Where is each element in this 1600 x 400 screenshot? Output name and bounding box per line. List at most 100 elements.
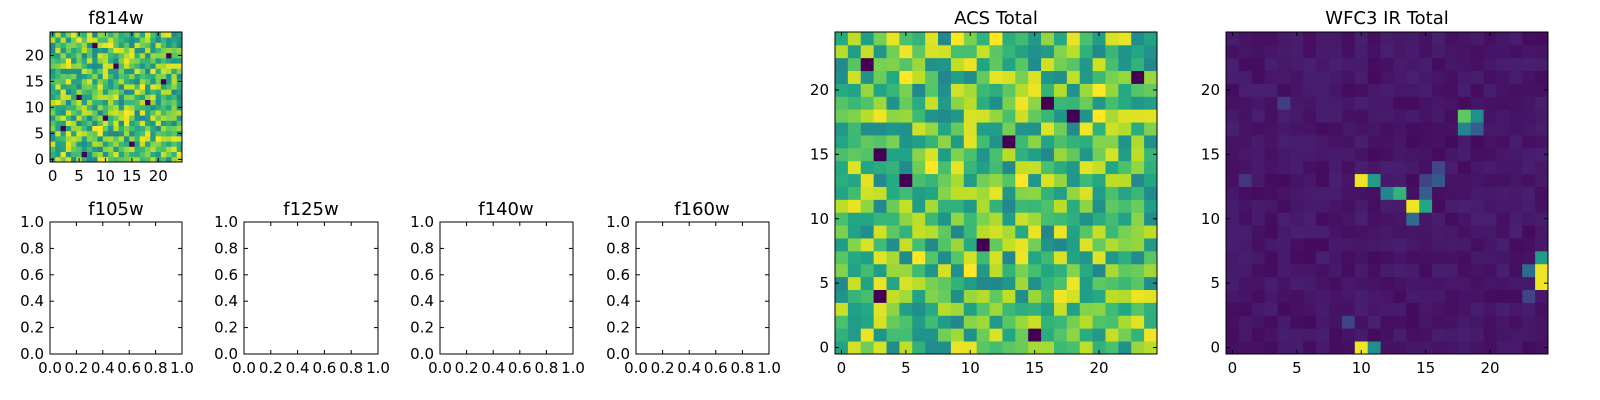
heatmap-cell xyxy=(97,120,104,126)
heatmap-cell xyxy=(1226,263,1240,278)
heatmap-cell xyxy=(976,160,990,175)
y-tick-label: 0.0 xyxy=(410,345,434,363)
heatmap-cell xyxy=(1444,238,1459,252)
heatmap-cell xyxy=(118,84,125,90)
heatmap-cell xyxy=(1131,186,1145,200)
axis-ticks: 0.0 0.2 0.4 0.6 0.8 1.00.00.20.40.60.81.0 xyxy=(606,213,781,377)
heatmap-cell xyxy=(1367,57,1381,72)
heatmap-cell xyxy=(166,115,172,121)
heatmap-cell xyxy=(925,70,939,84)
heatmap-cell xyxy=(1419,289,1433,303)
heatmap-cell xyxy=(113,99,120,106)
heatmap-cell xyxy=(92,146,98,152)
heatmap-cell xyxy=(899,109,913,123)
heatmap-cell xyxy=(150,68,156,74)
heatmap-cell xyxy=(1470,276,1484,290)
heatmap-cell xyxy=(160,58,167,64)
heatmap-cell xyxy=(1251,122,1266,136)
heatmap-cell xyxy=(134,32,141,38)
heatmap-cell xyxy=(139,58,146,64)
heatmap-cell xyxy=(118,42,125,48)
heatmap-cell xyxy=(925,173,939,187)
heatmap-cell xyxy=(1131,328,1145,342)
heatmap-cell xyxy=(963,289,978,303)
heatmap-cell xyxy=(60,130,67,137)
heatmap-cell xyxy=(1028,238,1042,252)
heatmap-cell xyxy=(81,136,88,142)
heatmap-cell xyxy=(65,130,72,137)
heatmap-cell xyxy=(1092,302,1106,316)
heatmap-cell xyxy=(1028,289,1042,303)
heatmap-cell xyxy=(1522,250,1536,265)
heatmap-cell xyxy=(1251,70,1266,84)
heatmap-cell xyxy=(912,160,926,175)
y-tick-label: 10 xyxy=(25,98,44,116)
heatmap-cell xyxy=(1015,225,1029,239)
heatmap-cell xyxy=(1290,225,1304,239)
heatmap-cell xyxy=(113,47,120,54)
y-tick-label: 5 xyxy=(34,124,44,142)
heatmap-cell xyxy=(925,250,939,265)
heatmap-cell xyxy=(81,68,88,74)
heatmap-cell xyxy=(873,186,887,200)
heatmap-cell xyxy=(113,156,120,163)
heatmap-cell xyxy=(171,32,178,38)
heatmap-cell xyxy=(963,96,978,110)
heatmap-cell xyxy=(1535,57,1549,72)
heatmap-cell xyxy=(1354,83,1369,97)
heatmap-cell xyxy=(145,84,151,90)
heatmap-cell xyxy=(113,120,120,126)
heatmap-cell xyxy=(166,32,172,38)
heatmap-cell xyxy=(118,94,125,100)
heatmap-cell xyxy=(963,238,978,252)
heatmap-cell xyxy=(71,120,77,126)
heatmap-cell xyxy=(81,120,88,126)
heatmap-cell xyxy=(1079,199,1093,213)
heatmap-cell xyxy=(1432,135,1446,149)
heatmap-cell xyxy=(150,78,156,85)
heatmap-cell xyxy=(1002,109,1016,123)
heatmap-cell xyxy=(1406,57,1420,72)
heatmap-cell xyxy=(1002,302,1016,316)
heatmap-cell xyxy=(102,84,109,90)
heatmap-cell xyxy=(166,136,172,142)
heatmap-cell xyxy=(55,47,61,54)
heatmap-cell xyxy=(989,57,1003,72)
heatmap-cell xyxy=(1002,225,1016,239)
heatmap-cell xyxy=(86,63,93,69)
heatmap-cell xyxy=(1535,109,1549,123)
heatmap-cell xyxy=(1316,122,1330,136)
heatmap-cell xyxy=(950,135,965,149)
heatmap-cell xyxy=(1457,109,1472,123)
heatmap-cell xyxy=(123,146,130,152)
heatmap-cell xyxy=(835,199,849,213)
heatmap-cell xyxy=(1028,147,1042,162)
heatmap-cell xyxy=(97,73,104,80)
heatmap-cell xyxy=(1092,32,1106,46)
heatmap-cell xyxy=(886,263,900,278)
panel-title: WFC3 IR Total xyxy=(1325,8,1448,29)
heatmap-cell xyxy=(1367,212,1381,226)
heatmap-cell xyxy=(102,78,109,85)
heatmap-cell xyxy=(55,84,61,90)
heatmap-cell xyxy=(97,136,104,142)
heatmap-cell xyxy=(118,115,125,121)
heatmap-cell xyxy=(976,32,990,46)
heatmap-cell xyxy=(118,32,125,38)
x-tick-label: 0.6 xyxy=(117,359,141,377)
heatmap-cell xyxy=(129,68,135,74)
heatmap-cell xyxy=(150,141,156,147)
heatmap-cell xyxy=(108,42,114,48)
heatmap-cell xyxy=(118,78,125,85)
x-tick-label: 0.4 xyxy=(286,359,310,377)
heatmap-cell xyxy=(1380,173,1394,187)
heatmap-cell xyxy=(835,289,849,303)
heatmap-cell xyxy=(60,73,67,80)
y-tick-label: 15 xyxy=(1201,145,1220,163)
heatmap-cell xyxy=(1419,186,1433,200)
heatmap-cell xyxy=(847,225,862,239)
heatmap-cell xyxy=(963,135,978,149)
heatmap-cell xyxy=(1483,186,1497,200)
heatmap-cell xyxy=(65,146,72,152)
heatmap-cell xyxy=(1290,289,1304,303)
